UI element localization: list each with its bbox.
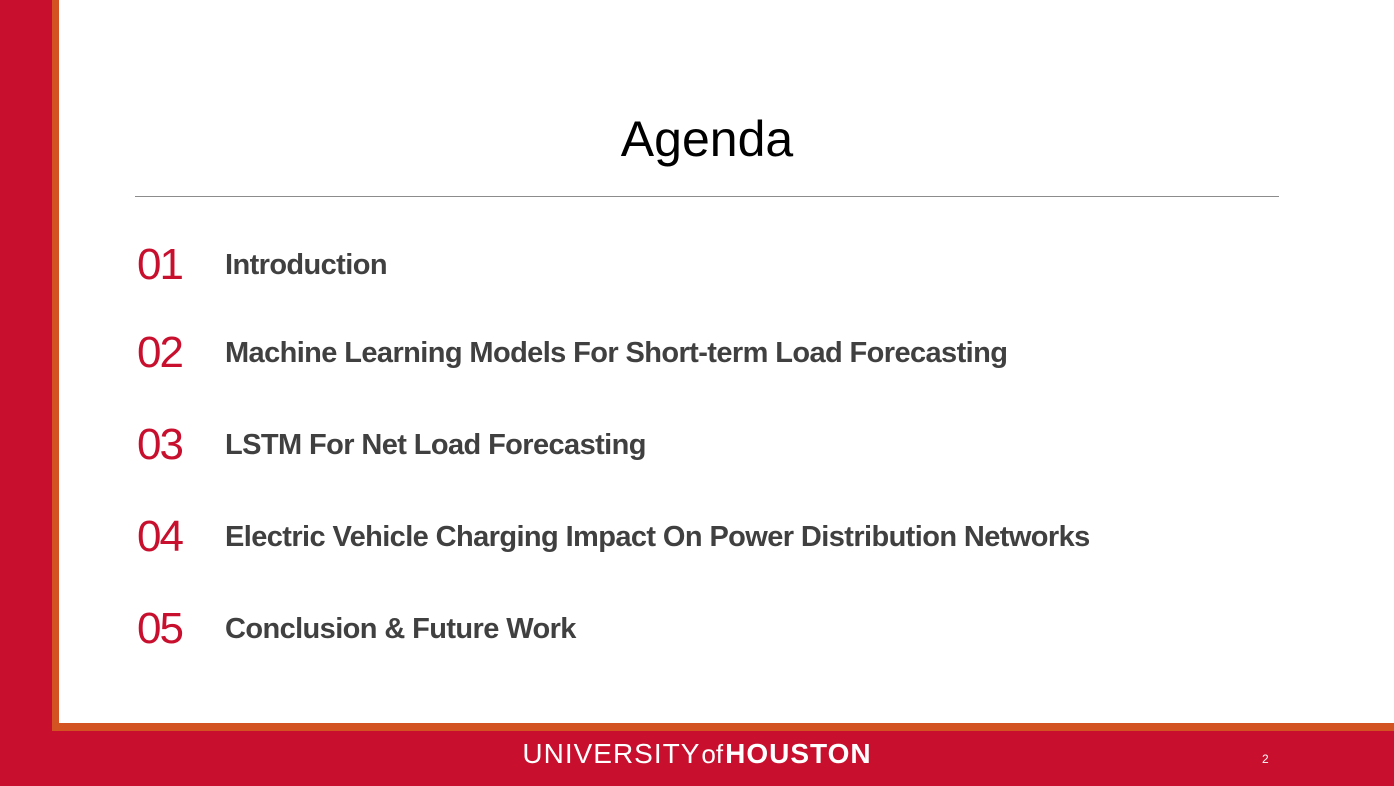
agenda-item-number: 03 — [137, 420, 184, 469]
agenda-item-label: Machine Learning Models For Short-term L… — [225, 337, 1008, 369]
agenda-item-number: 05 — [137, 604, 184, 653]
agenda-item: 02 Machine Learning Models For Short-ter… — [137, 325, 1008, 381]
agenda-item-number: 02 — [137, 328, 184, 377]
agenda-item-label: LSTM For Net Load Forecasting — [225, 429, 646, 461]
agenda-item-number: 01 — [137, 240, 184, 289]
left-accent-stripe — [52, 0, 59, 731]
title-divider — [135, 196, 1279, 197]
footer-bar: UNIVERSITYofHOUSTON 2 — [0, 731, 1394, 786]
left-brand-bar — [0, 0, 52, 786]
page-number: 2 — [1262, 752, 1269, 766]
bottom-accent-stripe — [52, 723, 1394, 731]
agenda-item-number: 04 — [137, 512, 184, 561]
agenda-item-label: Introduction — [225, 249, 388, 281]
logo-houston-text: HOUSTON — [725, 738, 872, 769]
university-logo: UNIVERSITYofHOUSTON — [0, 736, 1394, 772]
logo-of-text: of — [701, 739, 724, 769]
agenda-item-label: Conclusion & Future Work — [225, 613, 576, 645]
agenda-item: 04 Electric Vehicle Charging Impact On P… — [137, 509, 1090, 565]
agenda-item: 03 LSTM For Net Load Forecasting — [137, 417, 646, 473]
agenda-item: 01 Introduction — [137, 237, 388, 293]
logo-university-text: UNIVERSITY — [522, 738, 701, 769]
agenda-item: 05 Conclusion & Future Work — [137, 601, 576, 657]
slide-title: Agenda — [620, 111, 794, 167]
agenda-item-label: Electric Vehicle Charging Impact On Powe… — [225, 521, 1090, 553]
